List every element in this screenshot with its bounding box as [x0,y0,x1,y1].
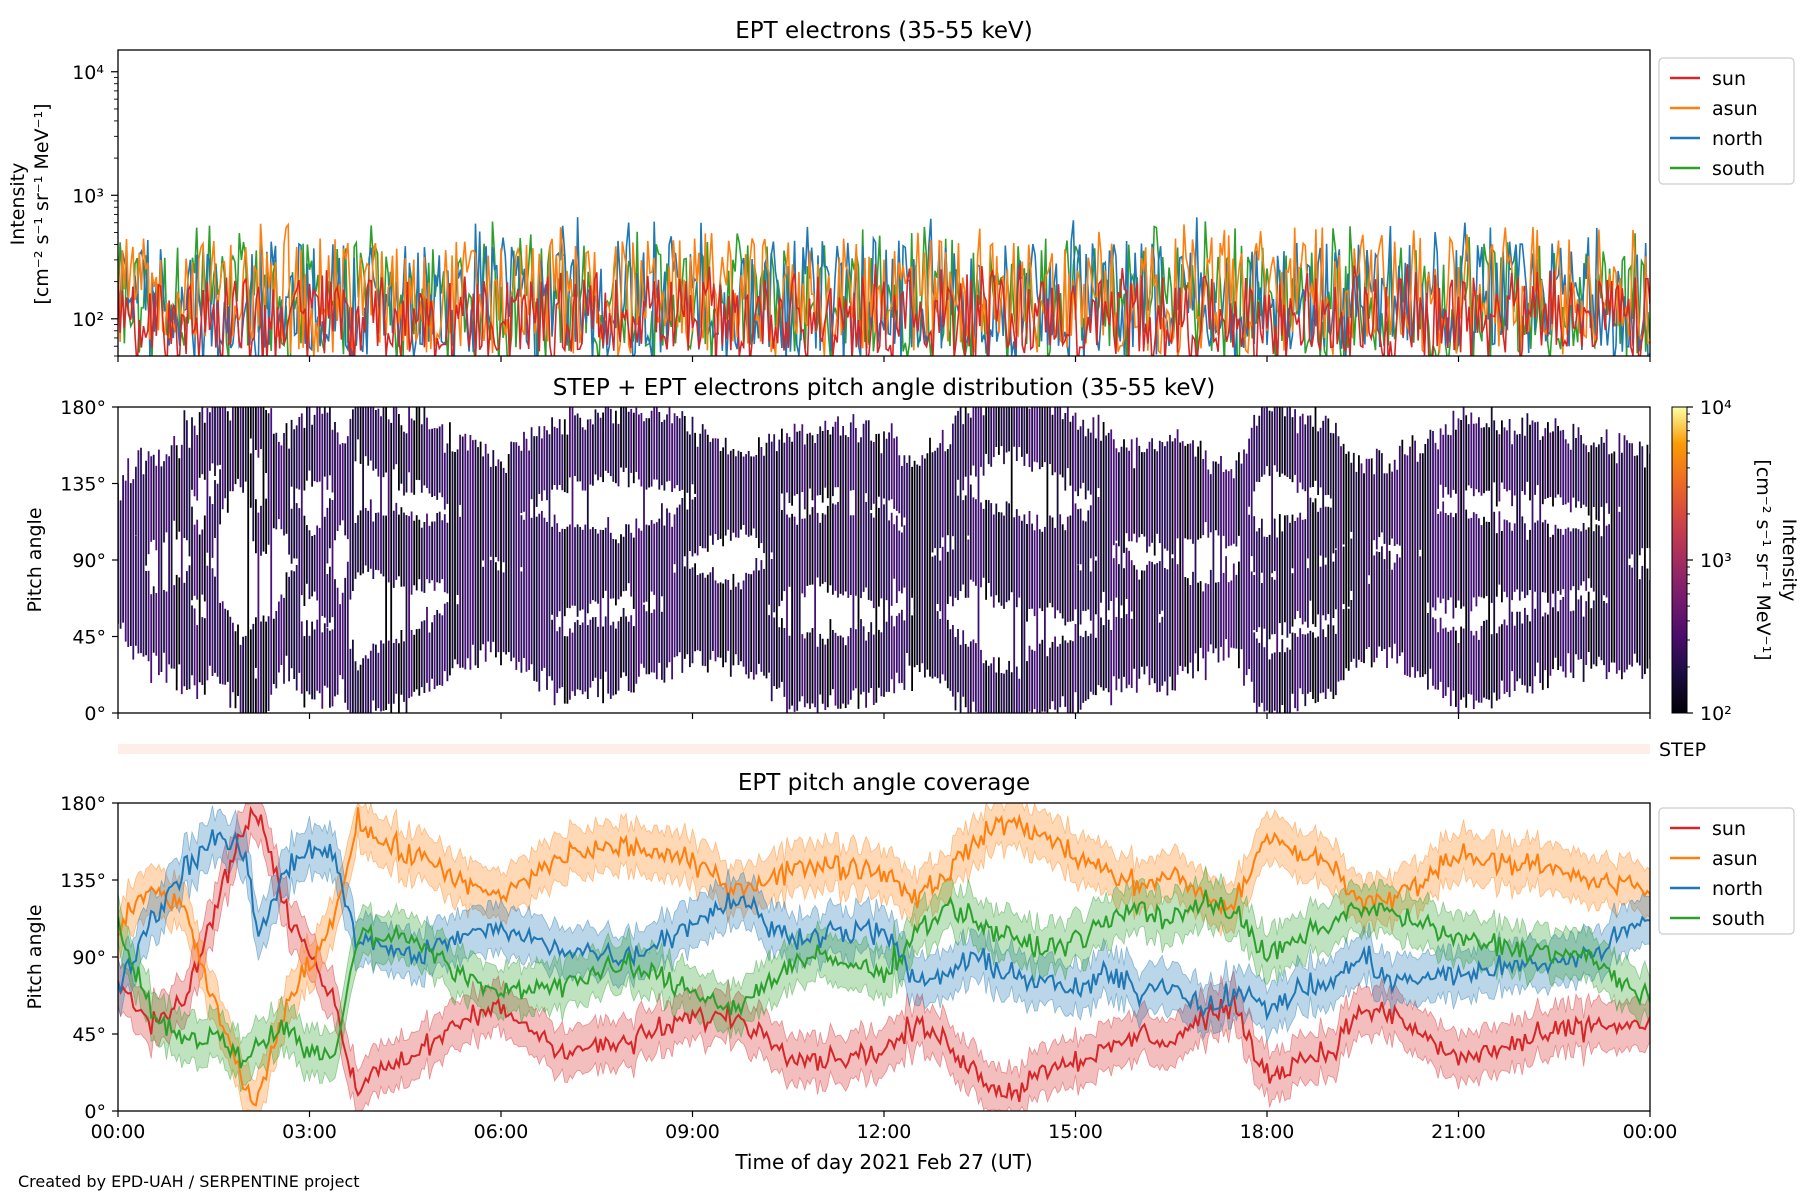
coverage-line-sun [118,805,1650,1103]
y-tick-label: 0° [84,703,106,725]
y-tick-label: 0° [84,1101,106,1123]
x-tick-label: 15:00 [1048,1121,1103,1143]
colorbar-gradient [1671,406,1688,714]
y-tick-label: 10⁴ [72,62,104,84]
x-tick-label: 06:00 [474,1121,529,1143]
coverage-band-asun [118,803,1650,1111]
panel-coverage: EPT pitch angle coverage 0° 45° 90° 135° 180… [24,770,1795,1174]
y-tick-label: 135° [60,474,106,496]
x-axis-label: Time of day 2021 Feb 27 (UT) [734,1150,1032,1174]
panel3-ylabel: Pitch angle [24,904,46,1009]
y-tick-label: 180° [60,397,106,419]
panel2-title: STEP + EPT electrons pitch angle distrib… [553,375,1215,401]
colorbar-label-line1: Intensity [1778,519,1800,602]
colorbar-tick-label: 10⁴ [1700,397,1732,419]
panel1-ylabel-line1: Intensity [7,163,29,246]
y-tick-label: 10² [72,309,104,331]
coverage-band-north [118,805,1650,1044]
legend-coverage: sun asun north south [1658,807,1795,935]
legend-label-asun: asun [1712,98,1758,120]
step-label: STEP [1659,739,1706,761]
credit-text: Created by EPD-UAH / SERPENTINE project [18,1172,360,1191]
x-tick-label: 00:00 [91,1121,146,1143]
panel1-title: EPT electrons (35-55 keV) [735,18,1032,44]
panel3-title: EPT pitch angle coverage [738,770,1030,796]
series-line-asun [118,222,1650,356]
legend-label-sun: sun [1712,68,1746,90]
legend-label-south: south [1712,908,1765,930]
series-line-sun [118,263,1650,356]
x-tick-label: 18:00 [1240,1121,1295,1143]
legend-box [1658,57,1795,185]
colorbar-tick-label: 10³ [1700,550,1732,572]
x-tick-label: 12:00 [857,1121,912,1143]
panel-intensity: EPT electrons (35-55 keV) 10² 10³ 10⁴ Inte… [7,18,1795,362]
x-tick-label: 03:00 [282,1121,337,1143]
legend-label-asun: asun [1712,848,1758,870]
legend-box [1658,807,1795,935]
coverage-line-asun [118,807,1650,1107]
y-tick-label: 90° [72,947,106,969]
y-tick-label: 90° [72,550,106,572]
panel-pad: STEP + EPT electrons pitch angle distrib… [24,375,1800,725]
panel1-ylabel: Intensity [cm⁻² s⁻¹ sr⁻¹ MeV⁻¹] [7,103,53,304]
legend-intensity: sun asun north south [1658,57,1795,185]
colorbar: 10² 10³ 10⁴ Intensity [cm⁻² s⁻¹ sr⁻¹ MeV⁻¹… [1671,397,1800,725]
colorbar-label-line2: [cm⁻² s⁻¹ sr⁻¹ MeV⁻¹] [1752,459,1774,660]
colorbar-label: Intensity [cm⁻² s⁻¹ sr⁻¹ MeV⁻¹] [1752,459,1800,660]
x-tick-label: 09:00 [665,1121,720,1143]
y-tick-label: 45° [72,1024,106,1046]
legend-label-south: south [1712,158,1765,180]
step-bar [118,744,1650,754]
legend-label-north: north [1712,878,1763,900]
step-strip: STEP [118,739,1706,761]
coverage-band-sun [118,803,1650,1111]
series-line-north [118,217,1650,356]
coverage-line-north [118,829,1650,1022]
y-tick-label: 10³ [72,185,104,207]
x-tick-label: 21:00 [1431,1121,1486,1143]
panel2-ylabel: Pitch angle [24,507,46,612]
colorbar-tick-label: 10² [1700,703,1732,725]
y-tick-label: 135° [60,870,106,892]
legend-label-north: north [1712,128,1763,150]
x-tick-label: 00:00 [1623,1121,1678,1143]
legend-label-sun: sun [1712,818,1746,840]
coverage-line-south [118,889,1650,1069]
y-tick-label: 180° [60,793,106,815]
panel1-ylabel-line2: [cm⁻² s⁻¹ sr⁻¹ MeV⁻¹] [31,103,53,304]
y-tick-label: 45° [72,627,106,649]
